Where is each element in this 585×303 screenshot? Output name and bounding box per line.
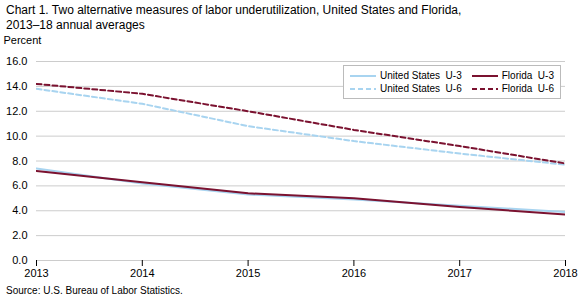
svg-text:2015: 2015 (236, 267, 260, 279)
html-text:Florida U-3: Florida U-3 (501, 70, 554, 81)
svg-text:2014: 2014 (130, 267, 154, 279)
svg-text:14.0: 14.0 (6, 80, 27, 92)
html-text:2013–18 annual averages: 2013–18 annual averages (6, 18, 145, 32)
svg-text:Percent: Percent (4, 34, 42, 46)
svg-text:2018: 2018 (553, 267, 577, 279)
html-text:United States U-3: United States U-3 (380, 70, 462, 81)
svg-text:4.0: 4.0 (12, 204, 27, 216)
svg-text:6.0: 6.0 (12, 179, 27, 191)
html-text:Chart 1. Two alternative measu: Chart 1. Two alternative measures of lab… (6, 3, 462, 17)
svg-text:8.0: 8.0 (12, 155, 27, 167)
svg-text:0.0: 0.0 (12, 254, 27, 266)
svg-text:12.0: 12.0 (6, 105, 27, 117)
html-text:United States U-6: United States U-6 (380, 83, 462, 94)
svg-text:2.0: 2.0 (12, 229, 27, 241)
html-text:Florida U-6: Florida U-6 (501, 83, 554, 94)
svg-text:16.0: 16.0 (6, 55, 27, 67)
svg-text:10.0: 10.0 (6, 130, 27, 142)
svg-text:2016: 2016 (342, 267, 366, 279)
svg-text:2017: 2017 (447, 267, 471, 279)
html-text:Source: U.S. Bureau of Labor S: Source: U.S. Bureau of Labor Statistics. (6, 285, 183, 296)
svg-text:2013: 2013 (24, 267, 48, 279)
